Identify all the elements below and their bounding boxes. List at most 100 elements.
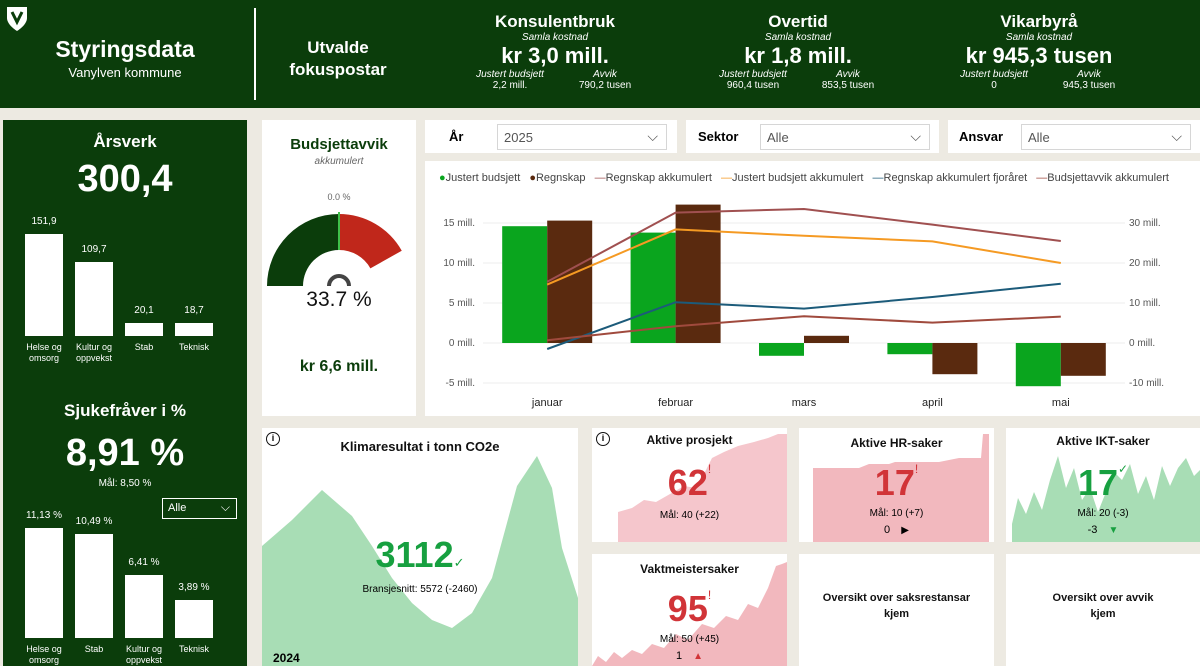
warning-mark-icon: ! <box>707 588 712 602</box>
hr-value: 17 <box>874 462 915 503</box>
arsverk-bar[interactable] <box>75 262 113 336</box>
trend-flat-icon: ▶ <box>901 525 909 536</box>
ansvar-select[interactable]: Alle ⌵ <box>1021 124 1191 150</box>
hr-goal: Mål: 10 (+7) <box>869 508 924 519</box>
chart-bar-budget[interactable] <box>887 343 933 355</box>
projects-value: 62 <box>667 462 708 503</box>
sick-bar-category: Teknisk <box>178 644 209 654</box>
year-filter: År 2025 ⌵ <box>425 120 677 153</box>
trend-up-icon: ▲ <box>693 651 704 662</box>
y-right-tick-label: -10 mill. <box>1129 378 1164 389</box>
arsverk-value: 300,4 <box>77 158 173 200</box>
kpi-value-budget: 0 <box>991 80 997 91</box>
y-right-tick-label: 20 mill. <box>1129 258 1161 269</box>
chart-line-0[interactable] <box>546 207 1061 283</box>
sector-filter-label: Sektor <box>698 129 739 144</box>
trend-down-icon: ▼ <box>1108 525 1119 536</box>
chart-line-1[interactable] <box>546 228 1061 286</box>
info-icon[interactable]: i <box>266 432 280 446</box>
chevron-down-icon: ⌵ <box>220 500 230 514</box>
gauge-title: Budsjettavvik <box>290 136 388 153</box>
legend-item[interactable]: ●Justert budsjett <box>439 172 520 184</box>
gauge-subtitle: akkumulert <box>314 156 364 167</box>
legend-dot-icon: ● <box>439 172 446 184</box>
kpi-value-budget: 2,2 mill. <box>492 80 528 91</box>
caretaker-title: Vaktmeistersaker <box>640 562 739 576</box>
projects-goal: Mål: 40 (+22) <box>659 510 720 521</box>
y-left-tick-label: 5 mill. <box>449 298 475 309</box>
kpi-vikarbyra[interactable]: Vikarbyrå Samla kostnad kr 945,3 tusen J… <box>924 12 1154 95</box>
legend-label: Regnskap akkumulert fjoråret <box>883 172 1028 184</box>
ikt-sparkline <box>1012 456 1200 542</box>
info-icon[interactable]: i <box>596 432 610 446</box>
sick-bar[interactable] <box>175 600 213 638</box>
left-panel: Årsverk 300,4 151,9 Helse og omsorg 109,7 Ku… <box>3 120 247 666</box>
chevron-down-icon: ⌵ <box>910 128 921 144</box>
arsverk-bar-value: 20,1 <box>134 305 154 316</box>
arsverk-bar[interactable] <box>25 234 63 336</box>
gauge-dial <box>267 212 402 287</box>
kpi-overtid[interactable]: Overtid Samla kostnad kr 1,8 mill. Juste… <box>683 12 913 95</box>
page-subtitle: Vanylven kommune <box>68 65 182 80</box>
sick-bar[interactable] <box>125 575 163 638</box>
chart-bar-accounting[interactable] <box>1060 343 1106 376</box>
year-select[interactable]: 2025 ⌵ <box>497 124 667 150</box>
x-tick-label: mai <box>1052 397 1070 409</box>
climate-area-chart <box>262 456 578 666</box>
projects-tile: i Aktive prosjekt 62! Mål: 40 (+22) <box>592 428 787 542</box>
sick-bar[interactable] <box>75 534 113 638</box>
chart-bar-accounting[interactable] <box>932 343 978 375</box>
vanylven-logo-icon <box>7 7 27 31</box>
chart-line-2[interactable] <box>546 282 1061 350</box>
chart-bar-budget[interactable] <box>630 232 676 343</box>
hr-tile: Aktive HR-saker 17! Mål: 10 (+7) 0 ▶ <box>799 428 994 542</box>
kpi-label-budget: Justert budsjett <box>960 69 1028 80</box>
arsverk-bar[interactable] <box>125 323 163 336</box>
sick-bar-category: Helse og omsorg <box>26 644 62 665</box>
legend-item[interactable]: —Budsjettavvik akkumulert <box>1036 172 1169 184</box>
legend-label: Regnskap akkumulert <box>605 172 712 184</box>
backlog-title: Oversikt over saksrestansar kjem <box>799 590 994 622</box>
chart-bar-accounting[interactable] <box>804 335 849 343</box>
chart-bar-budget[interactable] <box>1015 343 1061 387</box>
kpi-subtitle: Samla kostnad <box>521 32 589 43</box>
kpi-value: kr 3,0 mill. <box>501 43 609 68</box>
chart-bar-budget[interactable] <box>502 226 548 343</box>
focus-title-line2: fokuspostar <box>289 60 387 79</box>
check-icon: ✓ <box>1117 462 1129 476</box>
sick-bar-value: 3,89 % <box>178 582 210 593</box>
legend-item[interactable]: —Regnskap akkumulert fjoråret <box>873 172 1028 184</box>
chart-bar-budget[interactable] <box>759 343 804 356</box>
focus-title: Utvalde fokuspostar <box>268 37 408 81</box>
sick-bar-chart: 11,13 % Helse og omsorg 10,49 % Stab 6,41 % Ku… <box>25 504 235 666</box>
kpi-konsulentbruk[interactable]: Konsulentbruk Samla kostnad kr 3,0 mill.… <box>440 12 670 95</box>
arsverk-bar[interactable] <box>175 323 213 336</box>
x-tick-label: april <box>922 397 943 409</box>
x-tick-label: januar <box>531 397 563 409</box>
deviations-tile: Oversikt over avvik kjem <box>1006 554 1200 666</box>
x-tick-label: februar <box>658 397 693 409</box>
chart-line-3[interactable] <box>547 315 1061 342</box>
legend-item[interactable]: ●Regnskap <box>529 172 585 184</box>
sick-filter-dropdown[interactable]: Alle ⌵ <box>162 498 237 519</box>
chart-bar-accounting[interactable] <box>675 204 721 343</box>
legend-item[interactable]: —Justert budsjett akkumulert <box>721 172 863 184</box>
sick-filter-value: Alle <box>168 502 187 514</box>
ikt-trend: -3 ▼ <box>1006 524 1200 536</box>
sector-select[interactable]: Alle ⌵ <box>760 124 930 150</box>
legend-line-icon: — <box>1036 172 1048 184</box>
sick-bar-value: 11,13 % <box>26 510 62 521</box>
gauge-amount: kr 6,6 mill. <box>299 358 379 375</box>
hr-title: Aktive HR-saker <box>850 436 943 450</box>
backlog-tile: Oversikt over saksrestansar kjem <box>799 554 994 666</box>
projects-sparkline <box>618 434 787 542</box>
legend-dot-icon: ● <box>529 172 536 184</box>
arsverk-title: Årsverk <box>93 132 157 151</box>
legend-item[interactable]: —Regnskap akkumulert <box>595 172 712 184</box>
hr-trend-value: 0 <box>884 524 891 536</box>
climate-value-wrap: 3112✓ <box>262 534 578 576</box>
arsverk-bar-category: Stab <box>134 342 154 352</box>
gauge-top-label: 0.0 % <box>327 192 351 202</box>
sick-bar[interactable] <box>25 528 63 638</box>
arsverk-bar-value: 151,9 <box>31 216 57 227</box>
